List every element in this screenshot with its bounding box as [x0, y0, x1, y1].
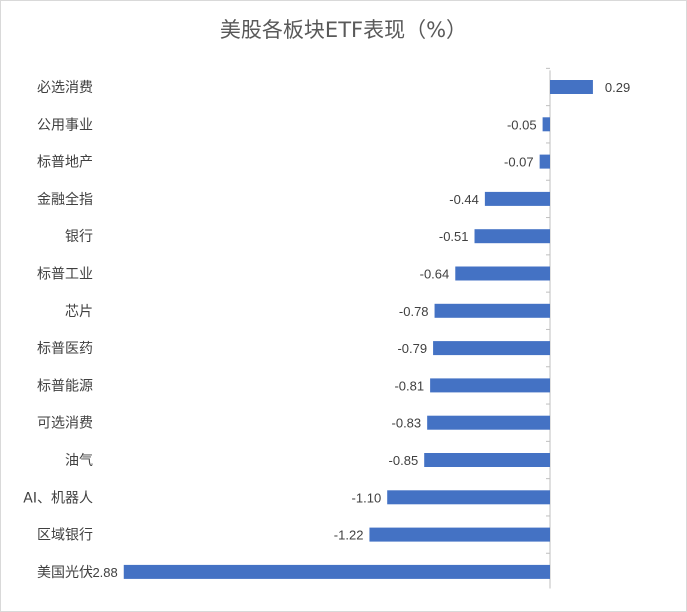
bar: [430, 378, 550, 393]
data-label: -1.22: [334, 528, 364, 543]
category-label: 美国光伏: [37, 565, 93, 581]
category-label: 区域银行: [37, 528, 93, 544]
data-label: -1.10: [352, 490, 382, 505]
category-label: AI、机器人: [23, 490, 93, 506]
bar: [433, 341, 550, 356]
category-label: 芯片: [65, 304, 93, 320]
bar: [455, 266, 550, 281]
data-label: -0.83: [392, 416, 422, 431]
bar: [427, 415, 550, 430]
chart-title: 美股各板块ETF表现（%）: [219, 18, 468, 42]
bar: [123, 564, 550, 579]
data-label: 0.29: [605, 80, 630, 95]
category-label: 可选消费: [37, 416, 93, 432]
data-label: -0.78: [399, 304, 429, 319]
bar: [387, 490, 550, 505]
category-label: 必选消费: [37, 80, 93, 96]
data-label: -0.05: [507, 117, 537, 132]
bar: [474, 229, 550, 244]
category-label: 金融全指: [37, 191, 93, 208]
data-label: -0.64: [420, 267, 450, 282]
bar: [550, 80, 593, 94]
category-label: 油气: [65, 453, 93, 469]
bar: [542, 117, 550, 132]
data-label: -0.79: [397, 341, 427, 356]
bar: [424, 453, 550, 467]
category-label: 标普工业: [37, 267, 93, 283]
category-label: 标普地产: [37, 155, 93, 171]
bar: [369, 527, 550, 542]
data-label: -2.88: [88, 565, 118, 580]
bar: [539, 154, 550, 169]
data-label: -0.44: [449, 192, 479, 207]
bar: [484, 191, 550, 206]
data-label: -0.85: [389, 453, 419, 468]
data-label: -0.07: [504, 155, 534, 170]
category-label: 公用事业: [37, 117, 93, 133]
category-label: 标普能源: [37, 378, 93, 394]
bar: [434, 303, 550, 318]
data-label: -0.81: [394, 378, 424, 393]
category-label: 标普医药: [37, 341, 93, 357]
category-label: 银行: [65, 229, 93, 245]
data-label: -0.51: [439, 229, 469, 244]
